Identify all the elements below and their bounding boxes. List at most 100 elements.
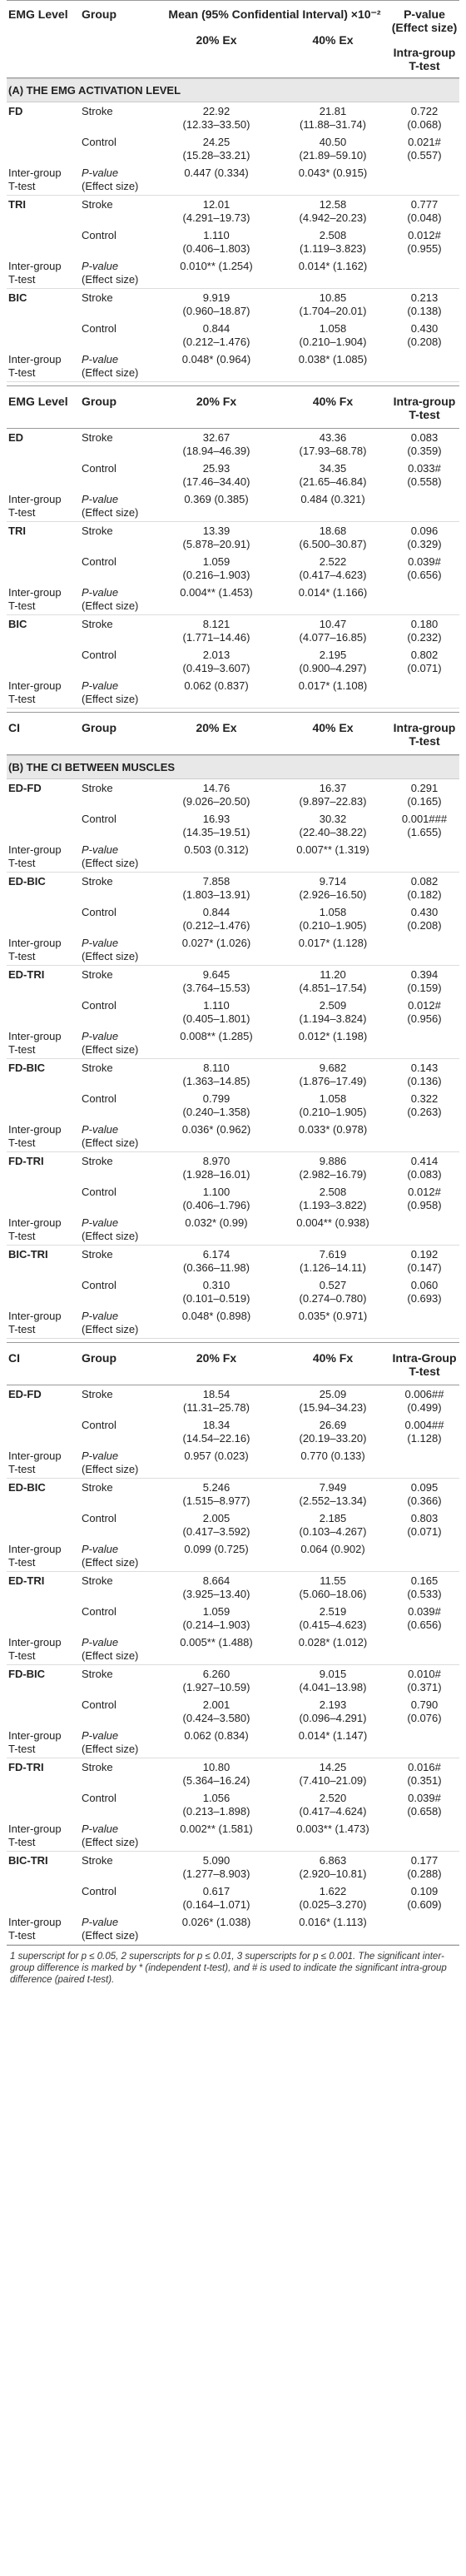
- inter-l1: Inter-group: [8, 1123, 62, 1136]
- p-value: 0.802: [410, 649, 439, 661]
- value: 2.005: [202, 1512, 231, 1524]
- value-40: 2.508 (1.193–3.822): [275, 1186, 391, 1212]
- p-l1: P-value: [82, 1543, 119, 1555]
- table-row: BIC-TRI Stroke 6.174 (0.366–11.98) 7.619 (1.1…: [7, 1246, 459, 1276]
- value-40: 1.058 (0.210–1.904): [275, 322, 391, 349]
- inter-l1: Inter-group: [8, 679, 62, 692]
- value-40: 10.47 (4.077–16.85): [275, 618, 391, 644]
- confidence-interval: (0.415–4.623): [299, 1619, 367, 1631]
- inter-label: Inter-group T-test: [7, 679, 82, 706]
- effect-size: (0.359): [407, 445, 442, 457]
- value: 21.81: [319, 105, 347, 117]
- table-row: ED-FD Stroke 18.54 (11.31–25.78) 25.09 (15.94…: [7, 1385, 459, 1416]
- confidence-interval: (0.214–1.903): [182, 1619, 250, 1631]
- effect-size: (0.165): [407, 795, 442, 808]
- group-label: Stroke: [82, 1248, 113, 1261]
- confidence-interval: (0.213–1.898): [182, 1805, 250, 1818]
- row-label: [7, 1605, 82, 1632]
- group-label: Stroke: [82, 525, 113, 537]
- p-l1: P-value: [82, 1823, 119, 1835]
- blank: [391, 1729, 458, 1756]
- confidence-interval: (5.364–16.24): [182, 1774, 250, 1787]
- row-label: ED: [8, 431, 24, 444]
- inter-label: Inter-group T-test: [7, 1916, 82, 1942]
- value: 1.110: [203, 999, 230, 1012]
- value: 6.174: [202, 1248, 231, 1261]
- section-header-c1: CI: [8, 721, 20, 734]
- value: 7.858: [202, 875, 231, 888]
- row-label: [7, 1092, 82, 1119]
- p-l2: (Effect size): [82, 1323, 139, 1335]
- value-40: 7.949 (2.552–13.34): [275, 1481, 391, 1508]
- confidence-interval: (0.274–0.780): [299, 1292, 367, 1305]
- table-row: Control 2.013 (0.419–3.607) 2.195 (0.900–4.2…: [7, 646, 459, 677]
- group-label: Stroke: [82, 198, 113, 211]
- value: 1.058: [319, 1092, 347, 1105]
- group-label: Control: [82, 906, 116, 918]
- table-row: Control 16.93 (14.35–19.51) 30.32 (22.40–38.…: [7, 810, 459, 841]
- intra-p: 0.006## (0.499): [391, 1388, 458, 1415]
- table-row: Control 1.056 (0.213–1.898) 2.520 (0.417–4.6…: [7, 1789, 459, 1820]
- value: 0.799: [202, 1092, 231, 1105]
- confidence-interval: (4.041–13.98): [299, 1681, 367, 1693]
- blank: [391, 1216, 458, 1243]
- effect-size: (0.499): [407, 1401, 442, 1414]
- group-label: Stroke: [82, 1155, 113, 1167]
- confidence-interval: (0.240–1.358): [182, 1106, 250, 1118]
- section-header-c3: 20% Ex: [196, 721, 237, 734]
- row-label: [7, 322, 82, 349]
- p-value: 0.109: [410, 1885, 439, 1897]
- intra-p: 0.192 (0.147): [391, 1248, 458, 1275]
- value-40: 9.886 (2.982–16.79): [275, 1155, 391, 1181]
- inter-l2: T-test: [8, 1929, 36, 1942]
- inter-label: Inter-group T-test: [7, 843, 82, 870]
- confidence-interval: (1.194–3.824): [299, 1012, 367, 1025]
- inter-l2: T-test: [8, 1043, 36, 1056]
- inter-l2: T-test: [8, 1836, 36, 1848]
- p-label: P-value (Effect size): [82, 1123, 158, 1150]
- value-20: 0.799 (0.240–1.358): [158, 1092, 275, 1119]
- confidence-interval: (4.942–20.23): [299, 211, 367, 224]
- section-header-c2: Group: [82, 721, 116, 734]
- confidence-interval: (0.424–3.580): [182, 1712, 250, 1724]
- inter-p-20: 0.062 (0.837): [184, 679, 249, 692]
- row-label: BIC-TRI: [8, 1854, 48, 1867]
- inter-group-row: Inter-group T-test P-value (Effect size) 0.0…: [7, 1913, 459, 1945]
- value: 13.39: [202, 525, 231, 537]
- group-label: Control: [82, 1279, 116, 1291]
- value-20: 8.970 (1.928–16.01): [158, 1155, 275, 1181]
- table-header: EMG Level Group Mean (95% Confidential I…: [7, 0, 459, 78]
- header-40: 40% Ex: [312, 33, 354, 47]
- p-value: 0.790: [410, 1698, 439, 1711]
- value: 8.970: [202, 1155, 231, 1167]
- blank: [391, 1450, 458, 1476]
- effect-size: (0.136): [407, 1075, 442, 1087]
- p-l2: (Effect size): [82, 1043, 139, 1056]
- value: 10.80: [202, 1761, 231, 1773]
- row-label: ED-TRI: [8, 1574, 45, 1587]
- header-20: 20% Ex: [196, 33, 237, 47]
- inter-group-row: Inter-group T-test P-value (Effect size) 0.9…: [7, 1447, 459, 1479]
- value: 1.622: [319, 1885, 347, 1897]
- confidence-interval: (5.878–20.91): [182, 538, 250, 550]
- value: 9.682: [319, 1062, 347, 1074]
- p-value: 0.083: [410, 431, 439, 444]
- p-l1: P-value: [82, 493, 119, 505]
- value-20: 1.059 (0.214–1.903): [158, 1605, 275, 1632]
- value-20: 16.93 (14.35–19.51): [158, 813, 275, 839]
- value-40: 11.55 (5.060–18.06): [275, 1574, 391, 1601]
- header-mean-group: Mean (95% Confidential Interval) ×10⁻² 2…: [158, 7, 391, 72]
- group-label: Control: [82, 229, 116, 241]
- inter-l2: T-test: [8, 1649, 36, 1662]
- inter-label: Inter-group T-test: [7, 1216, 82, 1243]
- inter-label: Inter-group T-test: [7, 1450, 82, 1476]
- value-20: 18.54 (11.31–25.78): [158, 1388, 275, 1415]
- row-label: TRI: [8, 525, 26, 537]
- group-label: Stroke: [82, 1481, 113, 1494]
- intra-p: 0.021# (0.557): [391, 136, 458, 162]
- group-label: Stroke: [82, 1854, 113, 1867]
- confidence-interval: (0.103–4.267): [299, 1525, 367, 1538]
- inter-group-row: Inter-group T-test P-value (Effect size) 0.0…: [7, 1727, 459, 1758]
- p-value: 0.039#: [408, 1792, 441, 1804]
- value-20: 5.090 (1.277–8.903): [158, 1854, 275, 1881]
